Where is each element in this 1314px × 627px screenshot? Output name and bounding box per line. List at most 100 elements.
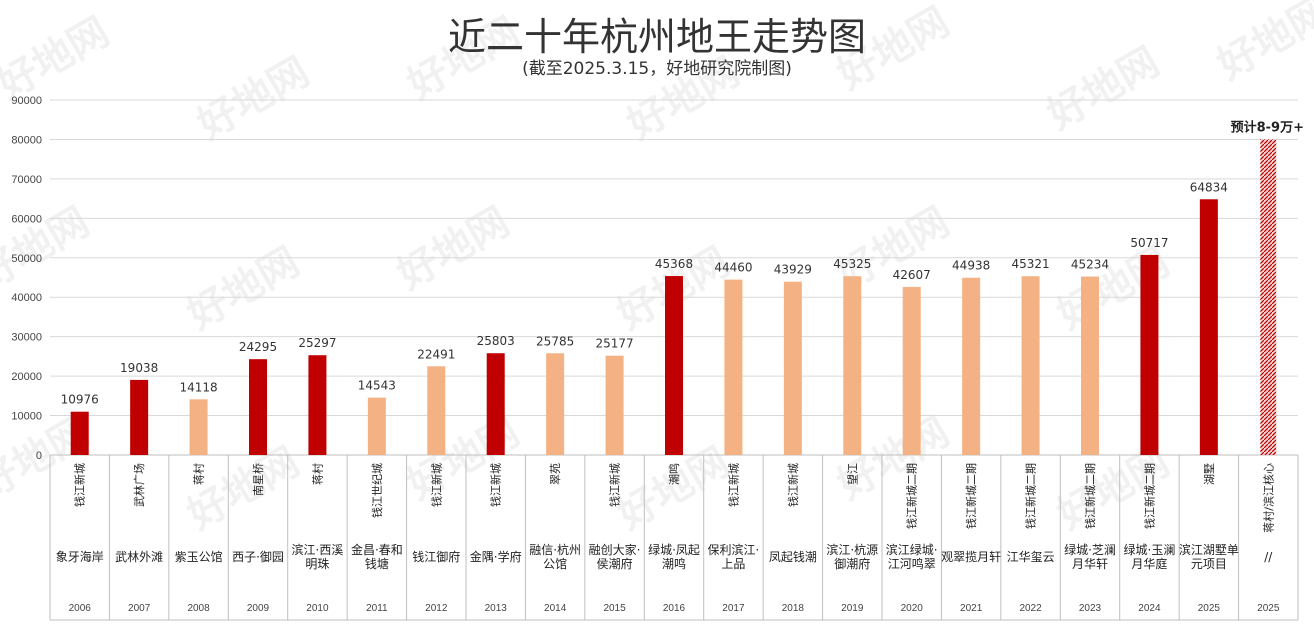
- category-area-label: 翠苑: [549, 463, 562, 485]
- category-project-label: 金隅·学府: [470, 549, 522, 564]
- bar-2025: [1199, 199, 1218, 455]
- category-year-label: 2008: [187, 603, 210, 614]
- category-project-label: 金昌·春和钱塘: [351, 542, 403, 571]
- bar-2017: [724, 279, 743, 455]
- category-project-label: 融信·杭州公馆: [529, 542, 581, 571]
- category-area-label: 湖墅: [1203, 463, 1216, 485]
- category-project-label: 绿城·凤起潮鸣: [648, 542, 700, 571]
- bar-2018: [783, 281, 802, 455]
- category-year-label: 2017: [722, 603, 745, 614]
- category-project-label: 象牙海岸: [56, 549, 104, 564]
- data-label: 44460: [714, 261, 752, 275]
- data-label: 44938: [952, 259, 990, 273]
- category-year-label: 2025: [1257, 603, 1280, 614]
- chart-subtitle: (截至2025.3.15，好地研究院制图): [522, 59, 792, 79]
- y-tick-label: 80000: [11, 134, 42, 146]
- y-tick-label: 40000: [11, 292, 42, 304]
- category-project-label: //: [1264, 550, 1273, 564]
- category-year-label: 2022: [1019, 603, 1042, 614]
- bar-2015: [605, 355, 624, 455]
- category-area-label: 蒋村/滨江核心: [1261, 463, 1275, 533]
- data-label: 24295: [239, 340, 277, 354]
- y-tick-label: 90000: [11, 95, 42, 107]
- data-label: 50717: [1130, 236, 1168, 250]
- bar-2019: [843, 276, 862, 455]
- category-year-label: 2013: [485, 603, 508, 614]
- y-tick-label: 60000: [11, 213, 42, 225]
- category-area-label: 钱江新城: [786, 463, 800, 507]
- category-project-label: 钱江御府: [412, 549, 460, 564]
- category-year-label: 2006: [69, 603, 92, 614]
- watermark-text: 好地网: [399, 409, 527, 509]
- data-label: 25177: [595, 337, 633, 351]
- watermark-text: 好地网: [1209, 0, 1314, 89]
- category-area-label: 钱江世纪城: [370, 463, 384, 518]
- category-area-label: 钱江新城二期: [1024, 463, 1038, 529]
- y-tick-label: 10000: [11, 411, 42, 423]
- bar-2020: [902, 286, 921, 455]
- forecast-label: 预计8-9万+: [1231, 119, 1304, 135]
- y-axis: 0 10000 20000 30000 40000 50000 60000 70000 8000…: [11, 95, 42, 462]
- category-year-label: 2012: [425, 603, 448, 614]
- data-label: 25297: [298, 336, 336, 350]
- chart-title: 近二十年杭州地王走势图: [448, 15, 866, 59]
- data-label: 43929: [774, 263, 812, 277]
- data-label: 19038: [120, 361, 158, 375]
- bar-2021: [962, 277, 981, 455]
- bar-2009: [249, 359, 267, 455]
- data-label: 45368: [655, 257, 693, 271]
- data-label: 25785: [536, 334, 574, 348]
- category-project-label: 滨江绿城·江河鸣翠: [886, 542, 938, 571]
- category-year-label: 2015: [603, 603, 626, 614]
- category-area-label: 钱江新城: [73, 463, 87, 507]
- category-project-label: 紫玉公馆: [175, 549, 223, 564]
- category-project-label: 观翠揽月轩: [941, 550, 1001, 564]
- watermark-text: 好地网: [189, 49, 317, 149]
- category-year-label: 2014: [544, 603, 567, 614]
- bar-2013: [486, 353, 505, 455]
- y-tick-label: 70000: [11, 174, 42, 186]
- data-label: 10976: [61, 393, 99, 407]
- category-area-label: 钱江新城: [489, 463, 503, 507]
- data-label: 22491: [417, 347, 455, 361]
- category-project-label: 西子·御园: [232, 549, 284, 564]
- watermark-text: 好地网: [1039, 39, 1167, 139]
- category-area-label: 潮鸣: [667, 463, 681, 485]
- category-year-label: 2016: [663, 603, 686, 614]
- y-tick-label: 0: [36, 450, 42, 462]
- data-label: 14543: [358, 379, 396, 393]
- bar-2025: [1260, 139, 1277, 455]
- category-project-label: 保利滨江·上品: [708, 542, 760, 571]
- data-label: 45321: [1011, 257, 1049, 271]
- bar-2023: [1081, 276, 1099, 455]
- bar-2007: [130, 379, 149, 455]
- bar-2011: [367, 397, 386, 455]
- bar-2014: [546, 353, 565, 455]
- category-area-label: 蒋村: [192, 463, 206, 485]
- data-label: 45234: [1071, 258, 1109, 272]
- category-year-label: 2010: [306, 603, 329, 614]
- category-year-label: 2024: [1138, 603, 1161, 614]
- y-tick-label: 30000: [11, 332, 42, 344]
- bar-2012: [427, 366, 446, 455]
- category-year-label: 2007: [128, 603, 151, 614]
- category-area-label: 钱江新城: [429, 463, 443, 507]
- bar-series: [70, 139, 1277, 455]
- bar-2010: [308, 355, 327, 455]
- y-tick-label: 20000: [11, 371, 42, 383]
- category-year-label: 2019: [841, 603, 864, 614]
- category-year-label: 2009: [247, 603, 270, 614]
- bar-2008: [189, 399, 208, 455]
- category-project-label: 滨江·西溪明珠: [292, 542, 344, 571]
- category-year-label: 2011: [366, 603, 388, 614]
- category-area-label: 钱江新城: [608, 463, 622, 507]
- data-label: 42607: [893, 268, 931, 282]
- data-label: 25803: [477, 334, 515, 348]
- category-area-label: 钱江新城二期: [1083, 463, 1097, 529]
- category-year-label: 2021: [960, 603, 983, 614]
- bar-2024: [1140, 254, 1159, 455]
- category-project-label: 绿城·玉澜月华庭: [1124, 542, 1176, 571]
- watermark-text: 好地网: [389, 199, 517, 299]
